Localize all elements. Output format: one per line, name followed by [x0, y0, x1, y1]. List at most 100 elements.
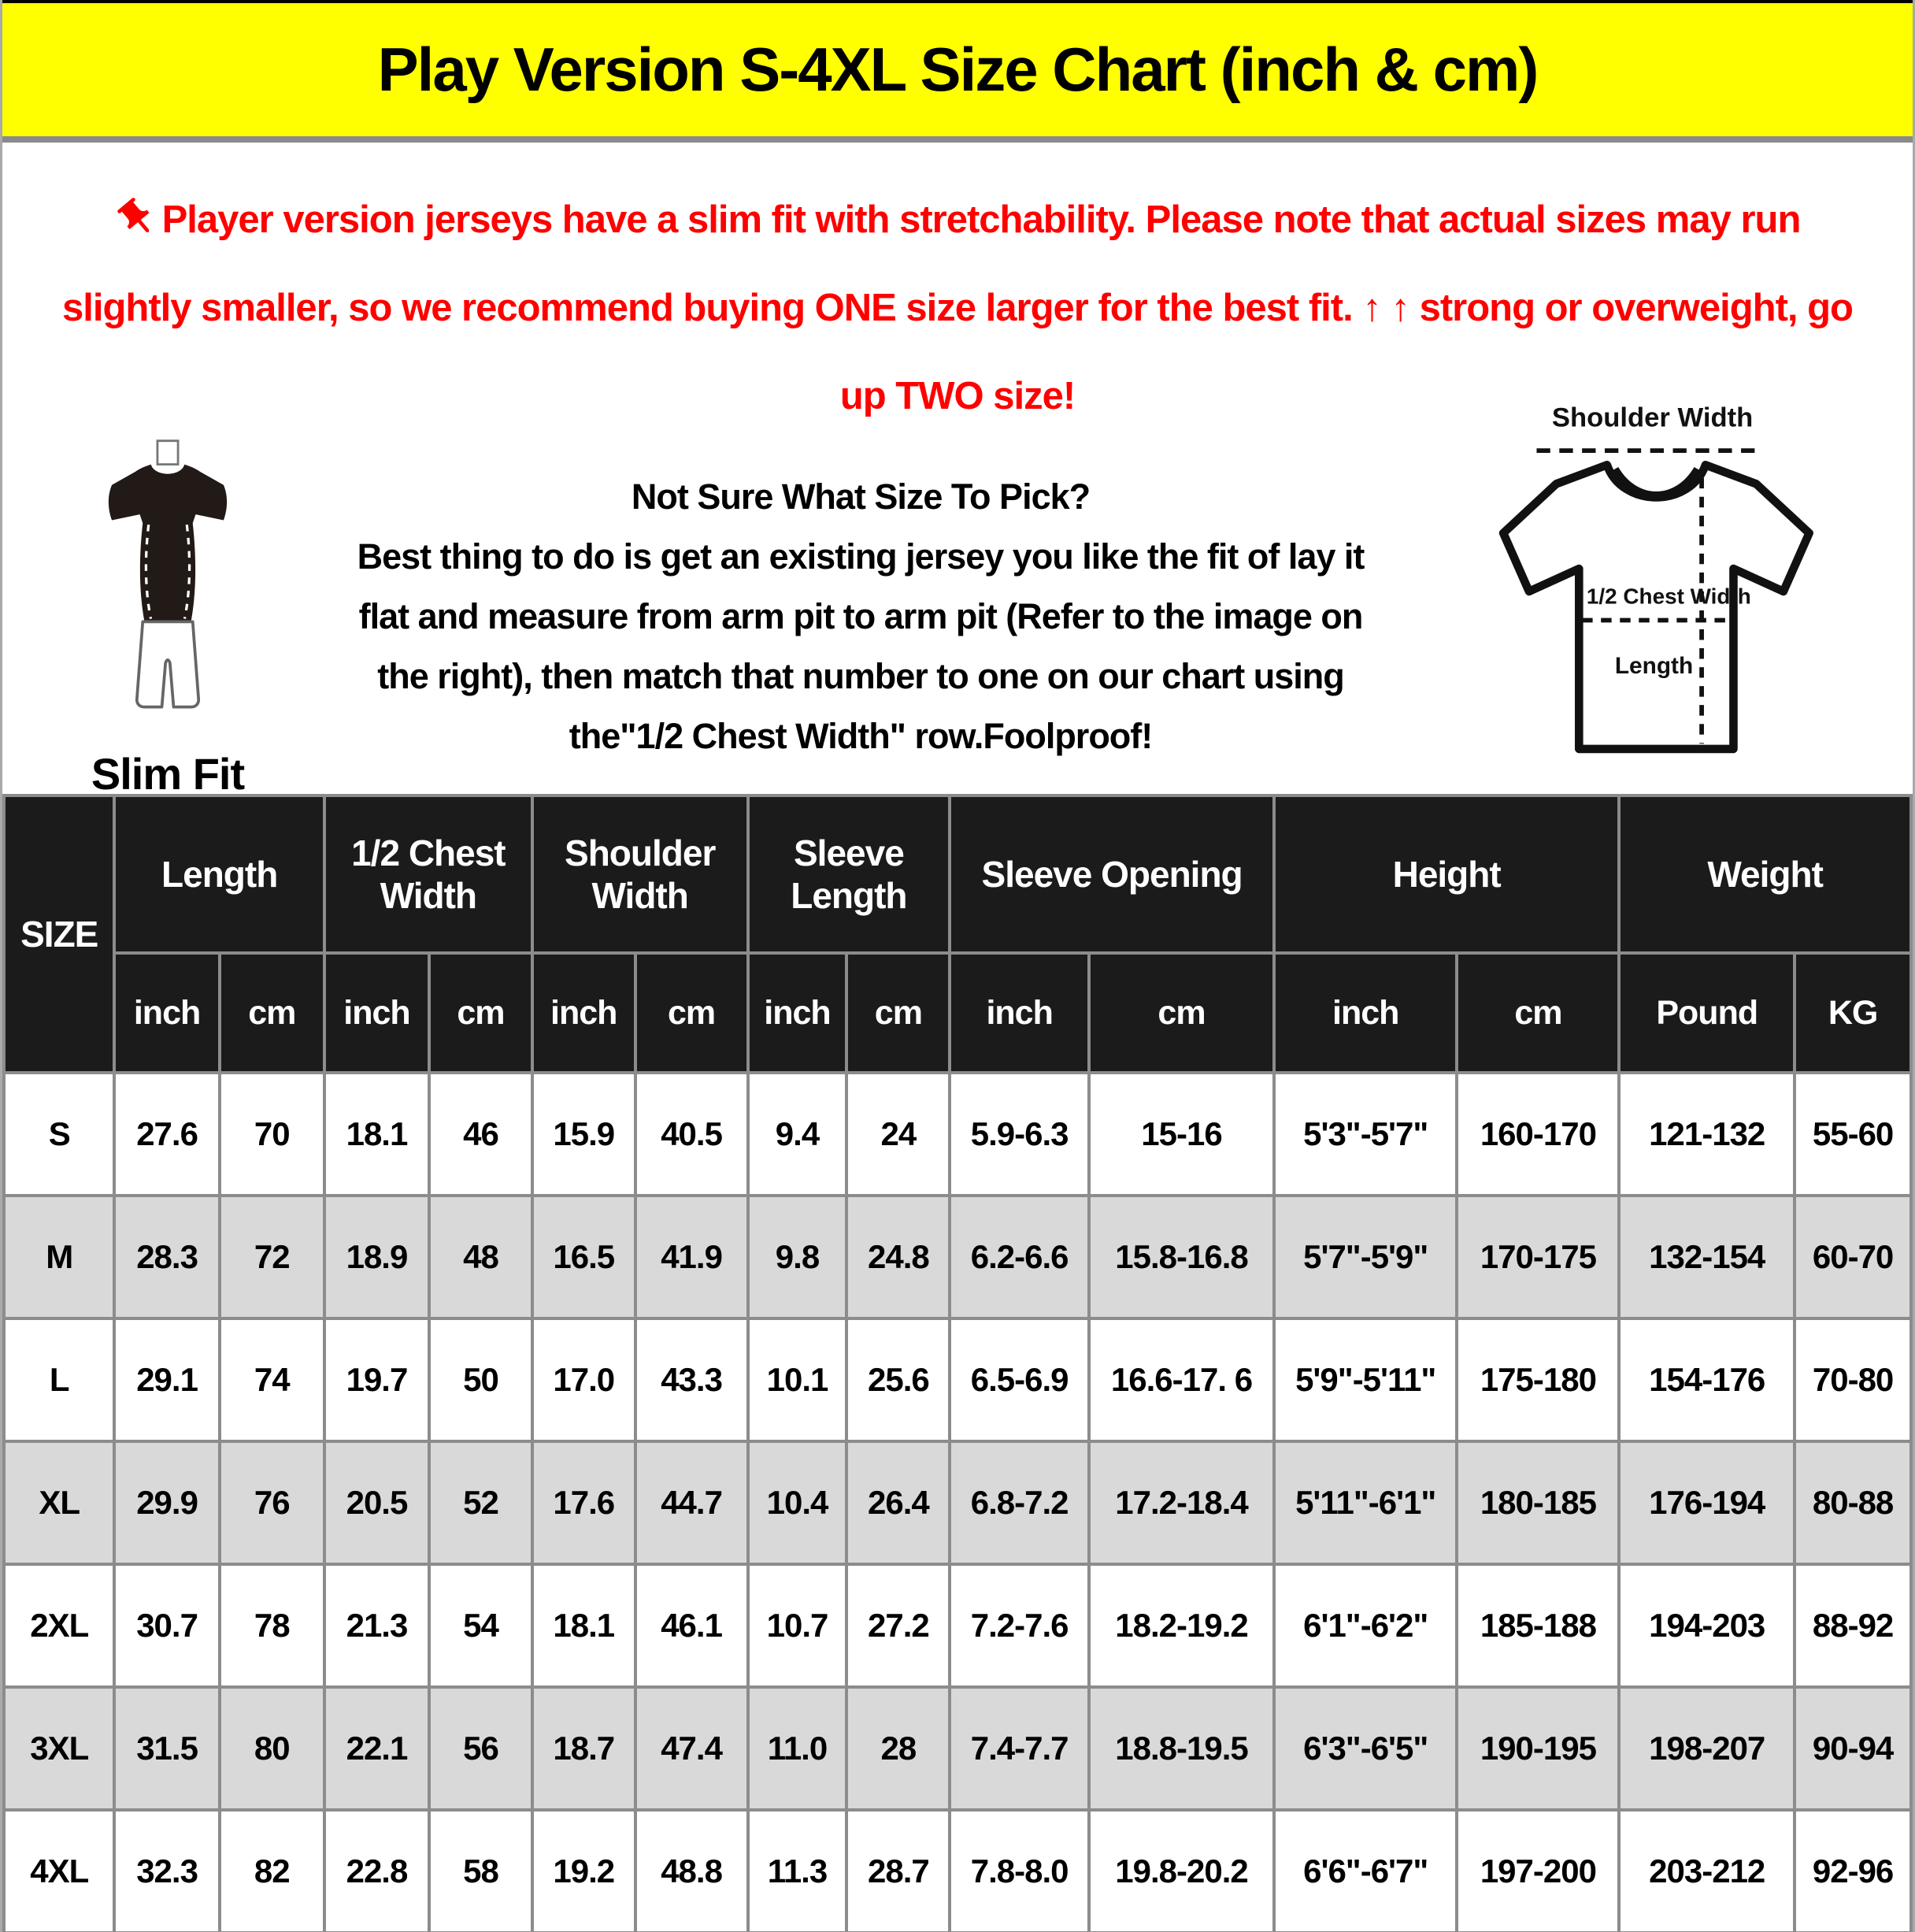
column-group-header: Height [1272, 794, 1621, 955]
size-value-cell: 5'3"-5'7" [1272, 1071, 1459, 1197]
size-value-cell: 18.2-19.2 [1087, 1563, 1276, 1689]
title-banner: Play Version S-4XL Size Chart (inch & cm… [2, 0, 1913, 143]
size-value-cell: 31.5 [113, 1685, 221, 1811]
size-value-cell: 60-70 [1793, 1194, 1913, 1320]
size-row-header: S [2, 1071, 117, 1197]
size-value-cell: 22.1 [322, 1685, 432, 1811]
size-value-cell: 17.6 [530, 1440, 637, 1566]
half-chest-width-label: 1/2 Chest Width [1587, 584, 1751, 608]
size-value-cell: 203-212 [1617, 1808, 1797, 1932]
size-value-cell: 17.2-18.4 [1087, 1440, 1276, 1566]
size-value-cell: 10.1 [746, 1317, 849, 1443]
size-value-cell: 26.4 [845, 1440, 952, 1566]
size-value-cell: 176-194 [1617, 1440, 1797, 1566]
notice-line: slightly smaller, so we recommend buying… [62, 287, 1854, 329]
size-value-cell: 54 [428, 1563, 534, 1689]
size-value-cell: 70 [217, 1071, 326, 1197]
size-value-cell: 6.5-6.9 [948, 1317, 1091, 1443]
size-value-cell: 5'7"-5'9" [1272, 1194, 1459, 1320]
size-value-cell: 132-154 [1617, 1194, 1797, 1320]
size-value-cell: 72 [217, 1194, 326, 1320]
guide-line: flat and measure from arm pit to arm pit… [358, 596, 1364, 636]
size-value-cell: 18.8-19.5 [1087, 1685, 1276, 1811]
size-value-cell: 9.4 [746, 1071, 849, 1197]
tshirt-diagram-illustration: Shoulder Width 1/2 Chest Width Length [1498, 402, 1813, 754]
guide-title: Not Sure What Size To Pick? [631, 477, 1091, 517]
column-group-header: Length [113, 794, 326, 955]
size-value-cell: 80 [217, 1685, 326, 1811]
size-value-cell: 15.9 [530, 1071, 637, 1197]
size-value-cell: 76 [217, 1440, 326, 1566]
length-label: Length [1615, 653, 1693, 679]
column-unit-header: inch [948, 951, 1091, 1074]
column-group-header: Sleeve Opening [948, 794, 1276, 955]
pushpin-icon [115, 184, 159, 232]
size-value-cell: 7.2-7.6 [948, 1563, 1091, 1689]
size-value-cell: 24.8 [845, 1194, 952, 1320]
size-value-cell: 10.4 [746, 1440, 849, 1566]
size-value-cell: 43.3 [633, 1317, 750, 1443]
size-value-cell: 28 [845, 1685, 952, 1811]
size-value-cell: 29.9 [113, 1440, 221, 1566]
size-value-cell: 30.7 [113, 1563, 221, 1689]
size-row-header: 3XL [2, 1685, 117, 1811]
column-header-size: SIZE [2, 794, 117, 1074]
size-value-cell: 90-94 [1793, 1685, 1913, 1811]
size-value-cell: 92-96 [1793, 1808, 1913, 1932]
guide-line: the"1/2 Chest Width" row.Foolproof! [569, 716, 1154, 756]
slim-fit-illustration [108, 439, 228, 709]
size-row-header: 2XL [2, 1563, 117, 1689]
notice-line: up TWO size! [839, 375, 1076, 417]
size-value-cell: 27.6 [113, 1071, 221, 1197]
column-group-header: Sleeve Length [746, 794, 952, 955]
tshirt-measure-diagram: Shoulder Width 1/2 Chest Width Length [1467, 385, 1861, 795]
page-title: Play Version S-4XL Size Chart (inch & cm… [377, 35, 1539, 104]
size-value-cell: 17.0 [530, 1317, 637, 1443]
size-value-cell: 7.8-8.0 [948, 1808, 1091, 1932]
size-value-cell: 197-200 [1455, 1808, 1621, 1932]
column-unit-header: cm [1087, 951, 1276, 1074]
size-value-cell: 44.7 [633, 1440, 750, 1566]
size-table-body: S 27.6 70 18.1 46 15.9 40.5 9.4 24 5.9-6.3 15-16 5'… [2, 1071, 1913, 1932]
column-group-header: Weight [1617, 794, 1913, 955]
size-value-cell: 194-203 [1617, 1563, 1797, 1689]
size-value-cell: 170-175 [1455, 1194, 1621, 1320]
size-value-cell: 5'9"-5'11" [1272, 1317, 1459, 1443]
size-value-cell: 56 [428, 1685, 534, 1811]
column-group-header: Shoulder Width [530, 794, 750, 955]
notice-line: Player version jerseys have a slim fit w… [2, 176, 1913, 264]
shoulder-width-label: Shoulder Width [1552, 402, 1753, 432]
size-value-cell: 198-207 [1617, 1685, 1797, 1811]
size-value-cell: 10.7 [746, 1563, 849, 1689]
middle-section: Slim Fit Not Sure What Size To Pick? Bes… [2, 402, 1913, 799]
size-value-cell: 19.2 [530, 1808, 637, 1932]
size-value-cell: 20.5 [322, 1440, 432, 1566]
size-value-cell: 18.7 [530, 1685, 637, 1811]
size-value-cell: 22.8 [322, 1808, 432, 1932]
size-value-cell: 11.0 [746, 1685, 849, 1811]
table-row: S 27.6 70 18.1 46 15.9 40.5 9.4 24 5.9-6.3 15-16 5'… [2, 1071, 1913, 1197]
size-value-cell: 6.8-7.2 [948, 1440, 1091, 1566]
column-unit-header: inch [746, 951, 849, 1074]
size-row-header: XL [2, 1440, 117, 1566]
size-value-cell: 25.6 [845, 1317, 952, 1443]
size-value-cell: 24 [845, 1071, 952, 1197]
size-value-cell: 28.7 [845, 1808, 952, 1932]
size-value-cell: 190-195 [1455, 1685, 1621, 1811]
column-unit-header: inch [113, 951, 221, 1074]
size-row-header: 4XL [2, 1808, 117, 1932]
notice-section: Player version jerseys have a slim fit w… [2, 143, 1913, 442]
size-value-cell: 74 [217, 1317, 326, 1443]
size-value-cell: 154-176 [1617, 1317, 1797, 1443]
size-value-cell: 5'11"-6'1" [1272, 1440, 1459, 1566]
size-value-cell: 160-170 [1455, 1071, 1621, 1197]
column-unit-header: cm [845, 951, 952, 1074]
size-value-cell: 88-92 [1793, 1563, 1913, 1689]
size-table-head: SIZE Length 1/2 Chest Width Shoulder Width S… [2, 794, 1913, 1074]
size-row-header: M [2, 1194, 117, 1320]
size-table: SIZE Length 1/2 Chest Width Shoulder Width S… [2, 794, 1913, 1932]
size-value-cell: 5.9-6.3 [948, 1071, 1091, 1197]
table-row: 2XL 30.7 78 21.3 54 18.1 46.1 10.7 27.2 7.2-7.6 18… [2, 1563, 1913, 1689]
table-row: L 29.1 74 19.7 50 17.0 43.3 10.1 25.6 6.5-6.9 16.6… [2, 1317, 1913, 1443]
size-value-cell: 47.4 [633, 1685, 750, 1811]
